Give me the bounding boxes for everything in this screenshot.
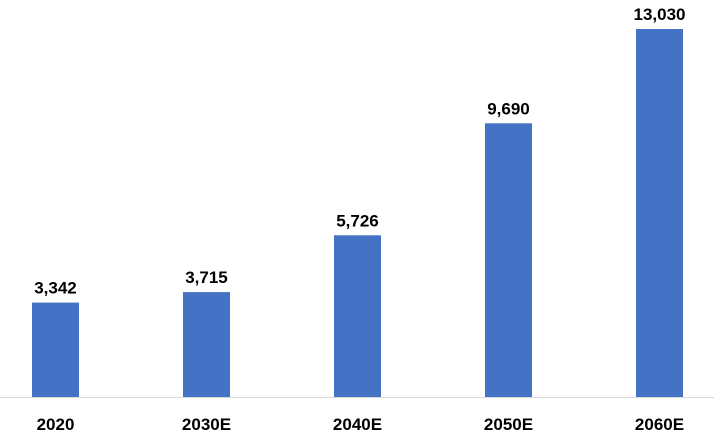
data-label-2050e: 9,690 (487, 99, 530, 118)
bar-2020 (32, 302, 79, 397)
x-tick-label-2050e: 2050E (484, 415, 533, 434)
x-tick-label-2030e: 2030E (182, 415, 231, 434)
data-label-2040e: 5,726 (336, 211, 379, 230)
data-label-2020: 3,342 (34, 279, 77, 298)
data-label-2030e: 3,715 (185, 268, 228, 287)
data-labels-group: 3,342 3,715 5,726 9,690 13,030 (34, 5, 685, 298)
bar-2030e (183, 292, 230, 397)
bar-2050e (485, 123, 532, 398)
bar-2060e (636, 29, 683, 397)
x-tick-labels-group: 2020 2030E 2040E 2050E 2060E (37, 415, 685, 434)
bars-group (32, 29, 683, 398)
data-label-2060e: 13,030 (634, 5, 686, 24)
x-tick-label-2040e: 2040E (333, 415, 382, 434)
x-tick-label-2060e: 2060E (635, 415, 684, 434)
bar-2040e (334, 235, 381, 397)
x-tick-label-2020: 2020 (37, 415, 75, 434)
